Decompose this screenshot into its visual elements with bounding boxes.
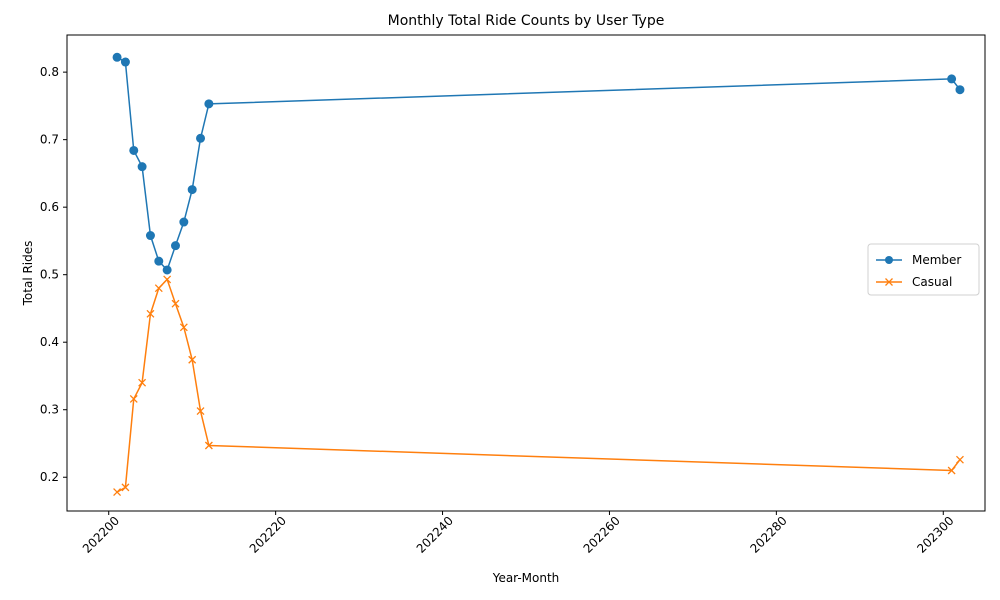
casual-marker-stroke xyxy=(179,323,188,332)
legend-marker-casual xyxy=(885,278,893,286)
chart-title: Monthly Total Ride Counts by User Type xyxy=(388,13,665,29)
x-tick-label: 202240 xyxy=(414,514,456,556)
casual-data-point xyxy=(956,455,964,464)
casual-data-point xyxy=(171,299,180,308)
casual-marker-stroke xyxy=(947,466,956,475)
legend-item-casual: Casual xyxy=(876,275,952,289)
member-data-point xyxy=(154,256,164,266)
member-data-point xyxy=(204,99,214,109)
member-data-point xyxy=(196,133,206,143)
x-axis-label: Year-Month xyxy=(492,571,560,585)
x-tick-label: 202220 xyxy=(247,514,289,556)
legend-items: Member Casual xyxy=(876,253,961,289)
casual-marker-stroke xyxy=(163,275,172,284)
casual-data-point xyxy=(179,323,188,332)
x-tick-label: 202200 xyxy=(80,514,122,556)
y-tick-label: 0.7 xyxy=(40,133,59,147)
casual-data-point xyxy=(188,355,197,364)
member-data-point xyxy=(947,74,957,84)
y-tick-label: 0.8 xyxy=(40,65,59,79)
casual-data-point xyxy=(163,275,172,284)
member-series-line xyxy=(116,56,961,272)
casual-data-point xyxy=(154,284,163,293)
casual-marker-stroke xyxy=(154,284,163,293)
legend-label-casual: Casual xyxy=(912,275,952,289)
y-tick-label: 0.5 xyxy=(40,268,59,282)
member-data-point xyxy=(137,162,147,172)
member-data-point xyxy=(955,85,965,95)
casual-data-point xyxy=(121,483,130,492)
casual-series-line xyxy=(116,278,961,493)
legend: Member Casual xyxy=(867,243,980,296)
casual-data-point xyxy=(947,466,956,475)
casual-data-point xyxy=(138,378,147,387)
member-data-point xyxy=(112,52,122,62)
y-tick-label: 0.2 xyxy=(40,470,59,484)
member-data-point xyxy=(170,241,180,251)
casual-marker-stroke xyxy=(204,441,213,450)
casual-marker-stroke xyxy=(146,309,155,318)
x-tick-label: 202300 xyxy=(914,514,956,556)
legend-label-member: Member xyxy=(912,253,961,267)
casual-marker-stroke xyxy=(138,378,147,387)
casual-marker-stroke xyxy=(129,394,138,403)
plot-frame xyxy=(66,34,986,512)
member-data-point xyxy=(162,265,172,275)
casual-marker-stroke xyxy=(956,455,964,464)
y-tick-label: 0.3 xyxy=(40,403,59,417)
legend-marker-member xyxy=(885,256,893,264)
casual-data-point xyxy=(146,309,155,318)
member-data-point xyxy=(145,231,155,241)
casual-marker-stroke xyxy=(188,355,197,364)
casual-data-point xyxy=(204,441,213,450)
casual-data-point xyxy=(113,488,122,497)
member-data-point xyxy=(179,217,189,227)
member-data-point xyxy=(187,185,197,195)
y-axis-ticks: 0.2 0.3 0.4 0.5 0.6 0.7 0.8 xyxy=(40,65,67,484)
y-tick-label: 0.4 xyxy=(40,335,59,349)
casual-marker-stroke xyxy=(113,488,122,497)
series-layer xyxy=(112,52,965,497)
x-tick-label: 202280 xyxy=(748,514,790,556)
casual-data-point xyxy=(196,407,205,416)
legend-item-member: Member xyxy=(876,253,961,267)
y-tick-label: 0.6 xyxy=(40,200,59,214)
y-axis-label: Total Rides xyxy=(21,241,35,307)
x-axis-ticks: 202200 202220 202240 202260 202280 202300 xyxy=(80,511,957,556)
x-tick-label: 202260 xyxy=(581,514,623,556)
casual-marker-stroke xyxy=(196,407,205,416)
casual-marker-stroke xyxy=(171,299,180,308)
casual-marker-stroke xyxy=(121,483,130,492)
casual-data-point xyxy=(129,394,138,403)
member-data-point xyxy=(120,57,130,67)
member-data-point xyxy=(129,145,139,155)
